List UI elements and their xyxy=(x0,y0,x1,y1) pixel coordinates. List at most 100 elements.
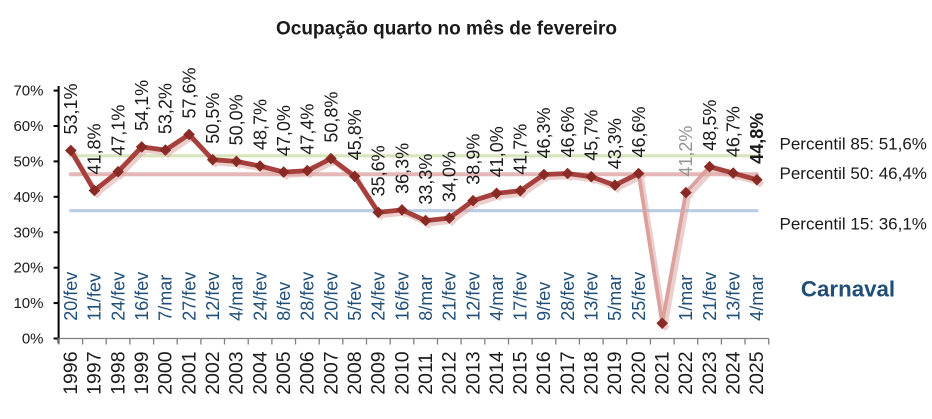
svg-text:33,3%: 33,3% xyxy=(416,154,436,205)
svg-text:4/mar: 4/mar xyxy=(227,275,247,321)
svg-text:2015: 2015 xyxy=(510,351,532,395)
svg-text:43,3%: 43,3% xyxy=(605,118,625,169)
svg-text:2022: 2022 xyxy=(675,351,697,394)
svg-text:4/mar: 4/mar xyxy=(747,275,767,321)
svg-text:2012: 2012 xyxy=(439,351,461,394)
svg-text:9/fev: 9/fev xyxy=(534,282,554,321)
svg-text:50,8%: 50,8% xyxy=(321,92,341,143)
svg-text:35,6%: 35,6% xyxy=(369,145,389,196)
svg-text:36,3%: 36,3% xyxy=(392,143,412,194)
svg-text:70%: 70% xyxy=(13,83,43,100)
svg-text:2008: 2008 xyxy=(344,351,366,394)
svg-text:2025: 2025 xyxy=(746,351,768,395)
svg-text:2016: 2016 xyxy=(533,351,555,394)
svg-text:2020: 2020 xyxy=(628,351,650,395)
svg-text:12/fev: 12/fev xyxy=(203,272,223,321)
svg-text:46,7%: 46,7% xyxy=(724,106,744,157)
svg-text:8/fev: 8/fev xyxy=(274,282,294,321)
svg-text:50,0%: 50,0% xyxy=(227,94,247,145)
svg-text:45,8%: 45,8% xyxy=(345,109,365,160)
svg-text:7/mar: 7/mar xyxy=(156,275,176,321)
svg-text:44,8%: 44,8% xyxy=(747,113,767,164)
svg-text:13/fev: 13/fev xyxy=(724,272,744,321)
svg-text:46,6%: 46,6% xyxy=(629,106,649,157)
svg-text:2009: 2009 xyxy=(368,351,390,394)
svg-text:Percentil 15: 36,1%: Percentil 15: 36,1% xyxy=(780,215,927,234)
svg-text:25/fev: 25/fev xyxy=(629,272,649,321)
svg-text:10%: 10% xyxy=(13,295,43,312)
svg-text:21/fev: 21/fev xyxy=(440,272,460,321)
svg-text:1997: 1997 xyxy=(84,351,106,394)
svg-text:11/fev: 11/fev xyxy=(85,273,105,321)
svg-text:20/fev: 20/fev xyxy=(321,272,341,321)
svg-text:57,6%: 57,6% xyxy=(179,67,199,118)
svg-text:2013: 2013 xyxy=(462,351,484,394)
svg-text:2021: 2021 xyxy=(652,351,674,394)
svg-text:1999: 1999 xyxy=(131,351,153,394)
svg-text:28/fev: 28/fev xyxy=(298,272,318,321)
svg-text:24/fev: 24/fev xyxy=(250,272,270,321)
svg-text:47,0%: 47,0% xyxy=(274,105,294,156)
svg-text:16/fev: 16/fev xyxy=(392,272,412,321)
svg-text:30%: 30% xyxy=(13,224,43,241)
svg-text:41,8%: 41,8% xyxy=(85,123,105,174)
svg-text:13/fev: 13/fev xyxy=(582,272,602,321)
svg-text:41,7%: 41,7% xyxy=(511,124,531,175)
svg-text:1/mar: 1/mar xyxy=(676,275,696,321)
svg-text:2001: 2001 xyxy=(178,351,200,394)
svg-text:2017: 2017 xyxy=(557,351,579,394)
svg-text:20%: 20% xyxy=(13,260,43,277)
svg-text:41,2%: 41,2% xyxy=(676,126,696,177)
svg-text:2019: 2019 xyxy=(604,351,626,394)
svg-text:2006: 2006 xyxy=(297,351,319,394)
svg-text:34,0%: 34,0% xyxy=(440,151,460,202)
svg-text:60%: 60% xyxy=(13,118,43,135)
svg-text:Percentil 85: 51,6%: Percentil 85: 51,6% xyxy=(780,134,927,153)
svg-text:Carnaval: Carnaval xyxy=(801,277,895,302)
svg-text:2018: 2018 xyxy=(581,351,603,394)
svg-text:5/fev: 5/fev xyxy=(345,282,365,321)
svg-text:48,7%: 48,7% xyxy=(250,99,270,150)
svg-text:17/fev: 17/fev xyxy=(511,272,531,321)
svg-text:20/fev: 20/fev xyxy=(61,272,81,321)
svg-text:50,5%: 50,5% xyxy=(203,93,223,144)
svg-text:54,1%: 54,1% xyxy=(132,80,152,131)
svg-text:2023: 2023 xyxy=(699,351,721,394)
svg-text:2024: 2024 xyxy=(723,351,745,395)
svg-text:21/fev: 21/fev xyxy=(700,272,720,321)
svg-text:48,5%: 48,5% xyxy=(700,100,720,151)
svg-text:45,7%: 45,7% xyxy=(582,110,602,161)
svg-text:2004: 2004 xyxy=(249,351,271,395)
svg-text:24/fev: 24/fev xyxy=(108,272,128,321)
svg-text:46,6%: 46,6% xyxy=(558,106,578,157)
svg-text:4/mar: 4/mar xyxy=(487,275,507,321)
svg-text:2014: 2014 xyxy=(486,351,508,395)
svg-text:27/fev: 27/fev xyxy=(179,272,199,321)
svg-text:1996: 1996 xyxy=(60,351,82,394)
svg-text:38,9%: 38,9% xyxy=(463,134,483,185)
svg-text:Percentil 50: 46,4%: Percentil 50: 46,4% xyxy=(780,164,927,183)
svg-text:Ocupação quarto no mês de feve: Ocupação quarto no mês de fevereiro xyxy=(276,19,617,40)
svg-text:2011: 2011 xyxy=(415,353,437,395)
svg-text:2000: 2000 xyxy=(155,351,177,395)
svg-text:47,4%: 47,4% xyxy=(298,104,318,155)
svg-text:1998: 1998 xyxy=(107,351,129,394)
svg-text:46,3%: 46,3% xyxy=(534,107,554,158)
svg-text:0%: 0% xyxy=(22,331,44,348)
svg-text:40%: 40% xyxy=(13,189,43,206)
svg-text:12/fev: 12/fev xyxy=(463,272,483,321)
svg-text:41,0%: 41,0% xyxy=(487,126,507,177)
svg-text:2003: 2003 xyxy=(226,351,248,394)
svg-text:2007: 2007 xyxy=(320,351,342,394)
svg-text:5/mar: 5/mar xyxy=(605,275,625,321)
svg-text:2002: 2002 xyxy=(202,351,224,394)
svg-text:50%: 50% xyxy=(13,153,43,170)
svg-text:8/mar: 8/mar xyxy=(416,275,436,321)
svg-text:2005: 2005 xyxy=(273,351,295,395)
svg-text:16/fev: 16/fev xyxy=(132,272,152,321)
svg-text:47,1%: 47,1% xyxy=(108,105,128,156)
svg-text:53,2%: 53,2% xyxy=(156,83,176,134)
svg-text:24/fev: 24/fev xyxy=(369,272,389,321)
svg-text:53,1%: 53,1% xyxy=(61,83,81,134)
svg-text:2010: 2010 xyxy=(391,351,413,395)
